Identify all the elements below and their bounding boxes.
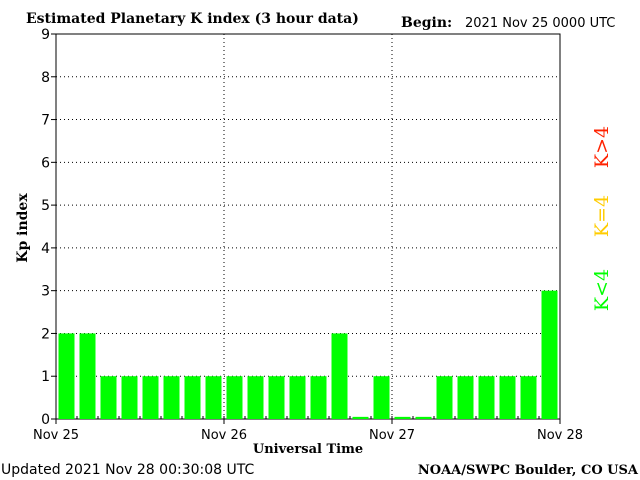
y-tick-labels: 0 1 2 3 4 5 6 7 8 9 <box>41 27 50 428</box>
y-tick-label: 0 <box>41 412 50 428</box>
kp-bar <box>79 333 96 419</box>
y-tick-label: 1 <box>41 369 50 385</box>
begin-value: 2021 Nov 25 0000 UTC <box>465 16 615 31</box>
kp-bar <box>121 376 138 419</box>
kp-bar <box>58 333 75 419</box>
kp-bar <box>142 376 159 419</box>
kp-bar <box>352 416 369 419</box>
x-tick-labels: Nov 25 Nov 26 Nov 27 Nov 28 <box>33 428 583 443</box>
y-tick-label: 3 <box>41 284 50 300</box>
plot-frame <box>55 33 561 420</box>
kp-bar <box>163 376 180 419</box>
kp-bar <box>394 416 411 419</box>
y-axis-label: Kp index <box>15 193 31 263</box>
x-tick-label: Nov 26 <box>201 428 247 443</box>
x-tick-label: Nov 25 <box>33 428 79 443</box>
begin-label: Begin: <box>401 15 452 31</box>
kp-bar <box>226 376 243 419</box>
updated-timestamp: Updated 2021 Nov 28 00:30:08 UTC <box>1 462 254 478</box>
legend: K<4 K=4 K>4 <box>591 126 613 311</box>
kp-bar <box>415 416 432 419</box>
x-tick-label: Nov 28 <box>537 428 583 443</box>
kp-bar <box>478 376 495 419</box>
kp-bar <box>373 376 390 419</box>
chart-title: Estimated Planetary K index (3 hour data… <box>26 11 359 27</box>
kp-bar <box>541 290 558 419</box>
kp-bar <box>499 376 516 419</box>
y-tick-label: 9 <box>41 27 50 43</box>
kp-bar <box>436 376 453 419</box>
y-tick-label: 5 <box>41 198 50 214</box>
y-tick-label: 8 <box>41 70 50 86</box>
grid-lines <box>51 33 561 424</box>
legend-item-k-lt-4: K<4 <box>591 269 613 311</box>
y-tick-label: 4 <box>41 241 50 257</box>
kp-bar <box>331 333 348 419</box>
y-tick-label: 7 <box>41 113 50 129</box>
bars-group <box>58 290 558 419</box>
kp-bar <box>100 376 117 419</box>
kp-bar <box>205 376 222 419</box>
kp-bar <box>184 376 201 419</box>
x-tick-label: Nov 27 <box>369 428 415 443</box>
legend-item-k-eq-4: K=4 <box>591 195 613 237</box>
kp-bar <box>289 376 306 419</box>
legend-item-k-gt-4: K>4 <box>591 126 613 168</box>
y-tick-label: 6 <box>41 155 50 171</box>
x-axis-label: Universal Time <box>253 442 363 457</box>
kp-bar <box>457 376 474 419</box>
kp-bar <box>310 376 327 419</box>
y-tick-label: 2 <box>41 326 50 342</box>
kp-bar <box>268 376 285 419</box>
kp-bar <box>520 376 537 419</box>
credit-label: NOAA/SWPC Boulder, CO USA <box>418 463 639 478</box>
kp-bar <box>247 376 264 419</box>
